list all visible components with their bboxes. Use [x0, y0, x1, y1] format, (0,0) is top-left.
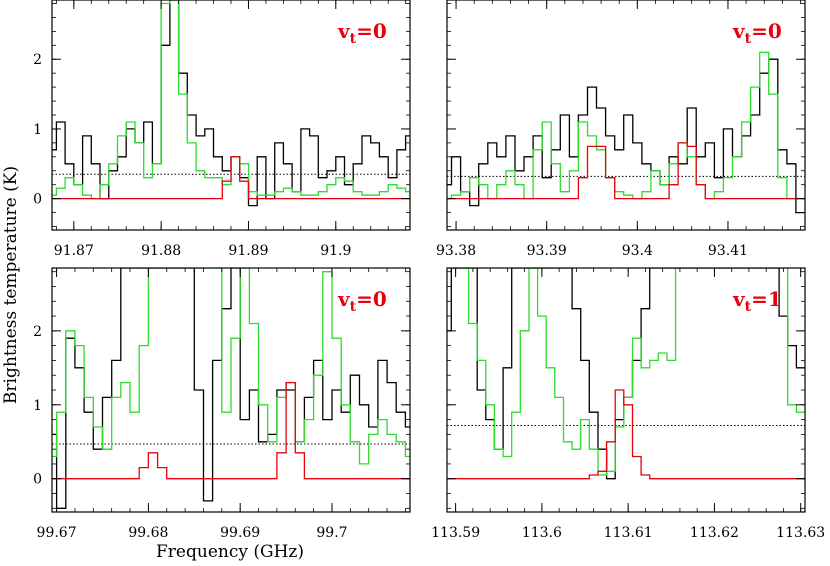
y-axis-title: Brightness temperature (K)	[1, 166, 21, 404]
spectrum-panel-1: 0 1 2 91.87 91.88 91.89 91.9 vt=0	[33, 0, 411, 259]
x-tick-label: 93.38	[436, 243, 476, 259]
x-tick-label: 93.39	[527, 243, 567, 259]
x-tick-label: 113.63	[776, 525, 825, 541]
y-tick-label: 0	[33, 472, 42, 488]
species-model-spectrum	[52, 381, 410, 480]
x-tick-label: 99.68	[128, 525, 168, 541]
y-tick-label: 1	[33, 398, 42, 414]
torsional-state-label: vt=0	[337, 19, 387, 47]
plot-area	[447, 51, 805, 214]
full-model-spectrum	[447, 268, 805, 476]
torsional-state-label: vt=0	[732, 19, 782, 47]
y-tick-label: 0	[33, 192, 42, 208]
plot-area	[447, 268, 805, 480]
torsional-state-label: vt=0	[337, 287, 387, 315]
x-tick-label: 99.7	[316, 525, 347, 541]
x-tick-label: 91.9	[320, 243, 351, 259]
plot-area	[52, 268, 410, 509]
spectrum-panel-2: 93.38 93.39 93.4 93.41 vt=0	[436, 0, 806, 259]
spectrum-panel-4: 113.59 113.6 113.61 113.62 113.63 vt=1	[431, 267, 825, 541]
spectrum-panel-3: 0 1 2 99.67 99.68 99.69 99.7 vt=0	[33, 267, 411, 541]
x-tick-label: 91.88	[141, 243, 181, 259]
x-tick-label: 113.61	[604, 525, 653, 541]
x-tick-label: 99.69	[220, 525, 260, 541]
x-tick-label: 113.6	[522, 525, 562, 541]
x-tick-label: 113.62	[690, 525, 739, 541]
x-tick-label: 91.87	[54, 243, 94, 259]
full-model-spectrum	[52, 0, 410, 200]
species-model-spectrum	[52, 156, 410, 200]
full-model-spectrum	[447, 51, 805, 200]
y-tick-label: 2	[33, 324, 42, 340]
y-tick-label: 2	[33, 52, 42, 68]
observed-spectrum	[52, 268, 410, 509]
x-tick-label: 93.4	[622, 243, 653, 259]
species-model-spectrum	[447, 142, 805, 200]
torsional-state-label: vt=1	[732, 287, 782, 315]
panels-layer: 0 1 2 91.87 91.88 91.89 91.9 vt=0 93.38 93.39 93.4…	[33, 0, 825, 541]
full-model-spectrum	[52, 268, 410, 465]
x-tick-label: 91.89	[228, 243, 268, 259]
plot-area	[52, 0, 410, 207]
y-tick-label: 1	[33, 122, 42, 138]
x-tick-label: 99.67	[37, 525, 77, 541]
x-tick-label: 93.41	[708, 243, 748, 259]
species-model-spectrum	[447, 389, 805, 480]
x-axis-title: Frequency (GHz)	[156, 542, 304, 562]
x-tick-label: 113.59	[431, 525, 480, 541]
